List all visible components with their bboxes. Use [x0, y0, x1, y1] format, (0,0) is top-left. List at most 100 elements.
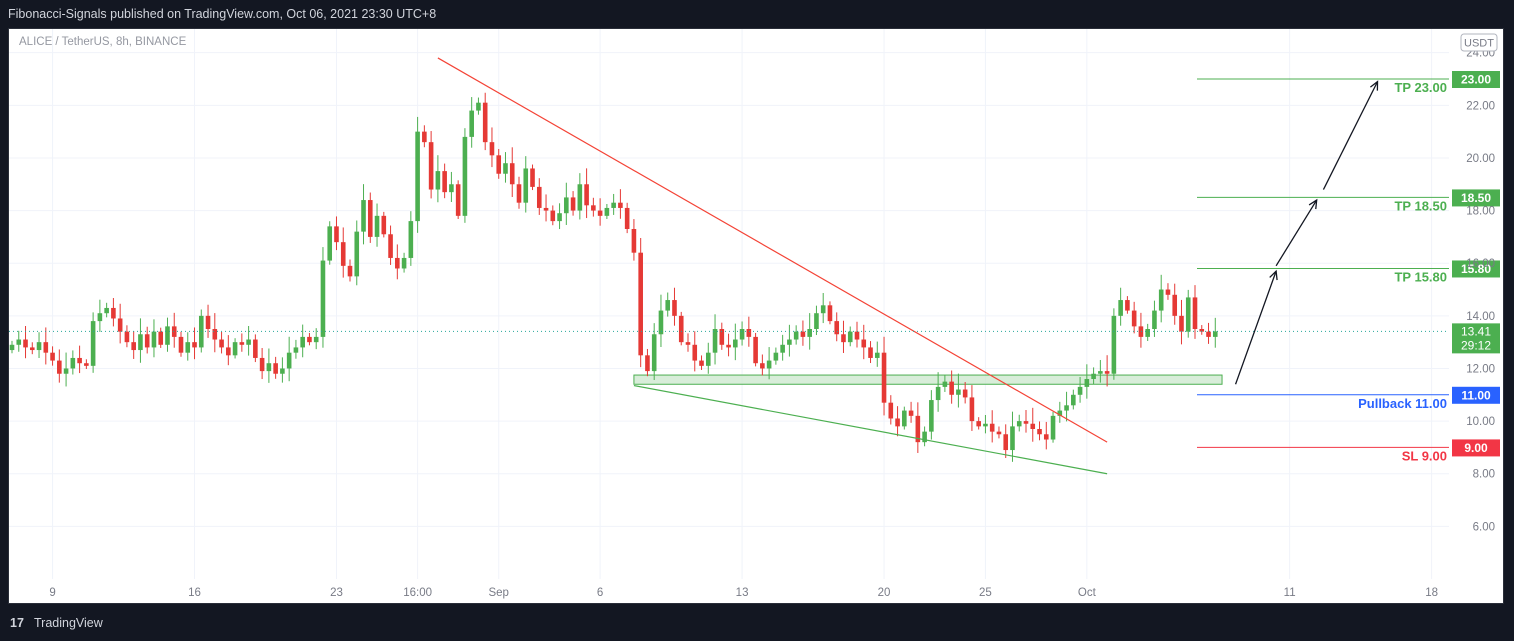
candle-down — [1131, 310, 1137, 327]
candle-up — [469, 110, 474, 137]
candle-up — [354, 231, 360, 277]
candle-up — [766, 360, 772, 369]
candle-up — [104, 307, 109, 314]
candle-up — [408, 221, 414, 258]
candle-up — [36, 342, 42, 351]
candle-down — [273, 363, 278, 374]
candle-up — [1057, 410, 1063, 416]
candle-up — [793, 331, 799, 340]
candle-down — [1043, 434, 1049, 440]
projection-arrows — [1234, 80, 1379, 385]
level-tag-tp — [1452, 71, 1500, 88]
candle-up — [97, 313, 103, 322]
level-tag-text-tp: 18.50 — [1461, 191, 1491, 205]
candle-down — [699, 360, 704, 366]
projection-arrow-head — [1269, 269, 1278, 281]
candle-up — [300, 336, 305, 348]
candle-down — [746, 329, 752, 337]
candle-down — [834, 321, 840, 335]
candle-up — [847, 331, 853, 343]
currency-badge[interactable]: USDT — [1460, 33, 1498, 52]
candle-up — [922, 431, 927, 443]
candle-down — [638, 252, 643, 356]
x-tick-label: 16 — [188, 587, 201, 599]
candle-up — [320, 260, 326, 337]
x-tick-label: Oct — [1078, 587, 1097, 599]
candle-down — [29, 347, 35, 351]
candle-up — [280, 368, 285, 374]
candle-down — [827, 305, 833, 322]
candle-down — [388, 234, 393, 258]
candle-down — [678, 315, 684, 343]
candle-down — [996, 431, 1002, 435]
projection-arrow-shaft — [1275, 199, 1318, 267]
trendlines — [437, 57, 1108, 475]
candle-down — [239, 342, 245, 345]
candle-down — [57, 360, 62, 374]
grid — [9, 29, 1449, 579]
candle-down — [307, 336, 312, 343]
y-tick-label: 18.00 — [1466, 206, 1495, 218]
candle-up — [658, 310, 664, 335]
level-label-sl: SL 9.00 — [1402, 448, 1447, 463]
candle-down — [976, 421, 981, 427]
y-tick-label: 20.00 — [1466, 153, 1495, 165]
y-tick-label: 14.00 — [1466, 311, 1495, 323]
candle-up — [935, 386, 941, 401]
candle-up — [523, 168, 529, 203]
candle-down — [23, 339, 28, 348]
x-tick-label: Sep — [488, 587, 508, 599]
currency-label: USDT — [1464, 38, 1494, 50]
x-tick-label: 13 — [736, 587, 749, 599]
current-price-countdown: 29:12 — [1461, 338, 1491, 352]
candle-up — [462, 136, 468, 216]
candles — [9, 92, 1218, 462]
candle-up — [232, 342, 238, 356]
candle-down — [1172, 294, 1178, 316]
candle-up — [1084, 379, 1090, 387]
level-tag-text-pullback: 11.00 — [1461, 388, 1491, 402]
x-tick-label: 9 — [49, 587, 55, 599]
candle-up — [1118, 300, 1123, 316]
candle-up — [733, 339, 738, 348]
candle-down — [631, 229, 637, 253]
candle-down — [77, 357, 82, 364]
candle-down — [949, 381, 954, 395]
candle-up — [564, 197, 569, 214]
chart-panel[interactable]: 13.41 29:12 TP 23.00 23.00 TP 18.50 18.50 TP 1… — [8, 28, 1504, 604]
candle-down — [550, 210, 556, 222]
candle-down — [192, 342, 197, 348]
candle-up — [286, 352, 292, 369]
candle-down — [1165, 289, 1171, 295]
candle-up — [705, 352, 711, 366]
tradingview-brand: TradingView — [34, 616, 103, 630]
candle-down — [841, 334, 846, 343]
candle-up — [70, 357, 76, 369]
y-tick-label: 6.00 — [1473, 521, 1495, 533]
candle-up — [611, 202, 616, 208]
candle-down — [969, 397, 975, 422]
candle-down — [915, 415, 921, 443]
level-tag-text-tp: 23.00 — [1461, 73, 1491, 87]
level-tag-text-tp: 15.80 — [1461, 262, 1491, 276]
level-tag-tp — [1452, 189, 1500, 207]
projection-arrow-shaft — [1234, 270, 1277, 385]
candle-down — [726, 344, 731, 348]
candle-down — [219, 339, 224, 348]
y-tick-label: 8.00 — [1473, 469, 1495, 481]
candle-up — [1064, 405, 1069, 411]
candle-up — [1098, 371, 1103, 374]
candle-down — [1206, 331, 1211, 337]
candle-down — [482, 102, 488, 143]
y-tick-label: 12.00 — [1466, 363, 1495, 375]
candle-up — [983, 423, 988, 427]
candle-down — [881, 352, 887, 403]
candle-up — [374, 215, 380, 237]
candle-up — [787, 339, 792, 345]
projection-arrow-head — [1369, 80, 1379, 91]
x-tick-label: 6 — [597, 587, 603, 599]
candle-down — [888, 402, 894, 419]
candle-down — [117, 318, 123, 332]
candle-down — [591, 205, 596, 211]
